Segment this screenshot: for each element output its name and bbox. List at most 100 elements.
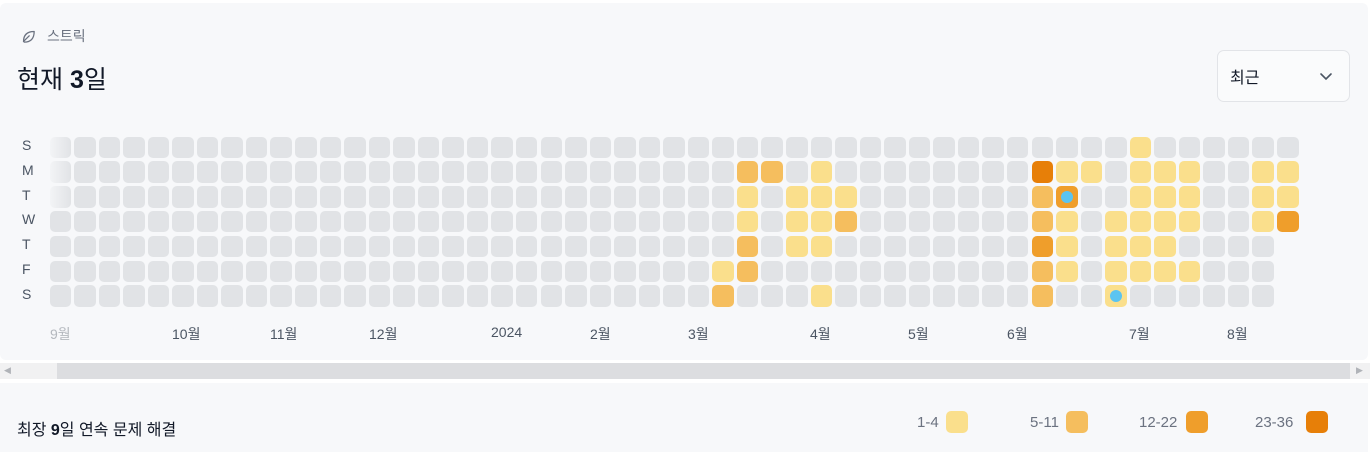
streak-cell[interactable] [368, 136, 391, 158]
streak-cell[interactable] [295, 161, 317, 183]
streak-cell[interactable] [98, 285, 121, 307]
streak-cell[interactable] [663, 235, 685, 258]
streak-cell[interactable] [835, 136, 857, 158]
streak-cell[interactable] [98, 210, 121, 233]
streak-cell[interactable] [933, 235, 955, 258]
streak-cell[interactable] [1080, 210, 1103, 233]
streak-cell[interactable] [933, 186, 955, 208]
streak-cell[interactable] [786, 186, 808, 208]
streak-cell[interactable] [1178, 136, 1201, 158]
streak-cell[interactable] [515, 260, 538, 282]
streak-cell[interactable] [1080, 186, 1103, 208]
streak-cell[interactable] [712, 235, 734, 258]
streak-cell[interactable] [417, 210, 440, 233]
streak-cell[interactable] [614, 260, 636, 282]
streak-cell[interactable] [736, 285, 759, 307]
streak-cell[interactable] [810, 285, 833, 307]
streak-cell[interactable] [1203, 186, 1225, 208]
streak-cell[interactable] [295, 136, 317, 158]
streak-cell[interactable] [221, 260, 243, 282]
streak-cell[interactable] [663, 136, 685, 158]
streak-cell[interactable] [368, 161, 391, 183]
streak-cell[interactable] [761, 285, 783, 307]
streak-cell[interactable] [466, 136, 489, 158]
streak-cell[interactable] [810, 161, 833, 183]
streak-cell[interactable] [1105, 136, 1127, 158]
streak-cell[interactable] [221, 161, 243, 183]
streak-cell[interactable] [712, 210, 734, 233]
streak-cell[interactable] [319, 136, 342, 158]
streak-cell[interactable] [786, 260, 808, 282]
streak-cell[interactable] [540, 186, 562, 208]
streak-cell[interactable] [1227, 285, 1250, 307]
streak-cell[interactable] [196, 210, 219, 233]
streak-cell[interactable] [957, 186, 980, 208]
streak-cell[interactable] [933, 136, 955, 158]
streak-cell[interactable] [74, 260, 96, 282]
streak-cell[interactable] [1031, 210, 1053, 233]
streak-cell[interactable] [295, 186, 317, 208]
streak-cell[interactable] [245, 235, 268, 258]
streak-cell[interactable] [515, 186, 538, 208]
streak-cell[interactable] [1006, 136, 1029, 158]
streak-cell[interactable] [393, 285, 415, 307]
streak-cell[interactable] [196, 235, 219, 258]
streak-cell[interactable] [614, 136, 636, 158]
streak-cell[interactable] [393, 161, 415, 183]
streak-cell[interactable] [908, 186, 931, 208]
streak-cell[interactable] [1203, 136, 1225, 158]
streak-cell[interactable] [221, 210, 243, 233]
streak-cell[interactable] [835, 186, 857, 208]
streak-cell[interactable] [810, 210, 833, 233]
streak-cell[interactable] [884, 186, 906, 208]
streak-cell[interactable] [614, 161, 636, 183]
streak-cell[interactable] [1203, 210, 1225, 233]
streak-cell[interactable] [172, 136, 194, 158]
streak-cell[interactable] [957, 235, 980, 258]
streak-cell[interactable] [835, 260, 857, 282]
streak-cell[interactable] [859, 186, 882, 208]
streak-cell[interactable] [147, 186, 170, 208]
streak-cell[interactable] [565, 161, 587, 183]
streak-cell[interactable] [393, 260, 415, 282]
streak-cell[interactable] [123, 136, 145, 158]
streak-cell[interactable] [1129, 210, 1152, 233]
streak-cell[interactable] [1031, 285, 1053, 307]
streak-cell[interactable] [565, 260, 587, 282]
streak-cell[interactable] [49, 161, 71, 183]
streak-cell[interactable] [74, 186, 96, 208]
streak-cell[interactable] [1227, 161, 1250, 183]
streak-cell[interactable] [786, 285, 808, 307]
streak-cell[interactable] [1154, 161, 1176, 183]
streak-cell[interactable] [1178, 260, 1201, 282]
streak-cell[interactable] [417, 235, 440, 258]
streak-cell[interactable] [123, 186, 145, 208]
streak-cell[interactable] [344, 285, 366, 307]
streak-cell[interactable] [196, 136, 219, 158]
streak-cell[interactable] [466, 285, 489, 307]
streak-cell[interactable] [1105, 161, 1127, 183]
streak-cell[interactable] [221, 136, 243, 158]
streak-cell[interactable] [1105, 186, 1127, 208]
streak-cell[interactable] [368, 210, 391, 233]
streak-cell[interactable] [933, 210, 955, 233]
streak-cell[interactable] [761, 260, 783, 282]
streak-cell[interactable] [1080, 285, 1103, 307]
streak-cell[interactable] [1178, 186, 1201, 208]
streak-cell[interactable] [344, 235, 366, 258]
streak-cell[interactable] [982, 285, 1004, 307]
streak-cell[interactable] [540, 136, 562, 158]
streak-cell[interactable] [786, 136, 808, 158]
streak-cell[interactable] [614, 210, 636, 233]
streak-cell[interactable] [1277, 161, 1299, 183]
streak-cell[interactable] [393, 210, 415, 233]
streak-cell[interactable] [442, 136, 464, 158]
streak-cell[interactable] [589, 210, 612, 233]
streak-cell[interactable] [319, 161, 342, 183]
streak-cell[interactable] [957, 285, 980, 307]
streak-cell[interactable] [1154, 210, 1176, 233]
streak-cell[interactable] [295, 210, 317, 233]
streak-cell[interactable] [344, 161, 366, 183]
streak-cell[interactable] [1056, 136, 1078, 158]
streak-cell[interactable] [1129, 235, 1152, 258]
